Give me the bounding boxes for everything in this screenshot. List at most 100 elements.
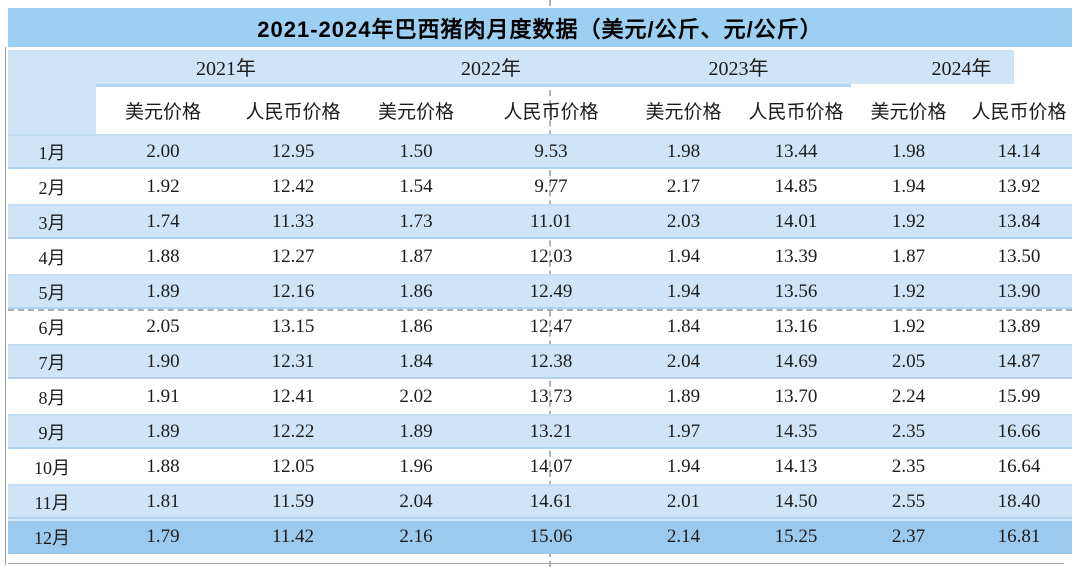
value-cell: 1.98 bbox=[626, 134, 741, 169]
value-cell: 1.74 bbox=[96, 204, 230, 239]
value-cell: 2.02 bbox=[399, 385, 433, 407]
value-cell: 1.81 bbox=[96, 484, 230, 519]
subheader-cny-2021: 人民币价格 bbox=[245, 101, 341, 123]
value-cell: 1.87 bbox=[891, 245, 926, 267]
value-cell: 1.89 bbox=[666, 385, 701, 407]
table-row: 9月 1.89 12.22 1.89 13.21 1.97 14.35 2.35 16.66 bbox=[8, 414, 1072, 449]
value-cell: 1.50 bbox=[356, 134, 476, 169]
value-cell: 12.41 bbox=[271, 385, 315, 407]
value-cell: 13.56 bbox=[741, 274, 851, 309]
value-cell: 13.21 bbox=[476, 414, 626, 449]
value-cell: 12.03 bbox=[529, 245, 573, 267]
month-cell: 7月 bbox=[8, 344, 96, 379]
value-cell: 13.90 bbox=[966, 274, 1072, 309]
month-cell: 10月 bbox=[34, 457, 70, 478]
value-cell: 1.90 bbox=[96, 344, 230, 379]
month-cell: 12月 bbox=[8, 519, 96, 554]
value-cell: 16.81 bbox=[966, 519, 1072, 554]
value-cell: 1.89 bbox=[356, 414, 476, 449]
value-cell: 2.05 bbox=[851, 344, 966, 379]
value-cell: 2.05 bbox=[146, 315, 180, 337]
table-row: 2月 1.92 12.42 1.54 9.77 2.17 14.85 1.94 13.92 bbox=[8, 169, 1072, 204]
table-row: 1月 2.00 12.95 1.50 9.53 1.98 13.44 1.98 14.14 bbox=[8, 134, 1072, 169]
value-cell: 1.54 bbox=[399, 175, 433, 197]
table-row: 11月 1.81 11.59 2.04 14.61 2.01 14.50 2.55 18.40 bbox=[8, 484, 1072, 519]
month-column-header-cell bbox=[8, 50, 96, 134]
value-cell: 2.35 bbox=[891, 455, 926, 477]
data-table: 2021年 2022年 2023年 2024年 美元价格 人民币价格 美元价格 … bbox=[8, 50, 1072, 554]
value-cell: 14.69 bbox=[741, 344, 851, 379]
page-title: 2021-2024年巴西猪肉月度数据（美元/公斤、元/公斤） bbox=[257, 16, 823, 42]
value-cell: 1.97 bbox=[626, 414, 741, 449]
month-cell: 4月 bbox=[38, 247, 66, 268]
month-cell: 11月 bbox=[8, 484, 96, 519]
value-cell: 13.15 bbox=[271, 315, 315, 337]
value-cell: 16.64 bbox=[997, 455, 1041, 477]
value-cell: 1.96 bbox=[399, 455, 433, 477]
value-cell: 2.35 bbox=[851, 414, 966, 449]
value-cell: 2.00 bbox=[96, 134, 230, 169]
value-cell: 1.84 bbox=[356, 344, 476, 379]
title-bar: 2021-2024年巴西猪肉月度数据（美元/公斤、元/公斤） bbox=[8, 8, 1072, 47]
value-cell: 15.06 bbox=[476, 519, 626, 554]
value-cell: 2.04 bbox=[356, 484, 476, 519]
value-cell: 14.50 bbox=[741, 484, 851, 519]
table-row: 12月 1.79 11.42 2.16 15.06 2.14 15.25 2.37 16.81 bbox=[8, 519, 1072, 554]
year-cell-2022: 2022年 bbox=[356, 50, 626, 87]
value-cell: 12.31 bbox=[230, 344, 356, 379]
subheader-usd-2023: 美元价格 bbox=[645, 101, 722, 123]
value-cell: 11.42 bbox=[230, 519, 356, 554]
subheader-usd-2021: 美元价格 bbox=[124, 101, 201, 123]
value-cell: 13.44 bbox=[741, 134, 851, 169]
value-cell: 2.14 bbox=[626, 519, 741, 554]
subheader-row: 美元价格 人民币价格 美元价格 人民币价格 美元价格 人民币价格 美元价格 人民… bbox=[8, 85, 1072, 134]
value-cell: 1.86 bbox=[399, 315, 433, 337]
value-cell: 1.94 bbox=[666, 455, 701, 477]
value-cell: 2.04 bbox=[626, 344, 741, 379]
value-cell: 1.92 bbox=[891, 315, 926, 337]
value-cell: 14.87 bbox=[966, 344, 1072, 379]
month-cell: 9月 bbox=[8, 414, 96, 449]
value-cell: 13.92 bbox=[997, 175, 1041, 197]
subheader-cny-2023: 人民币价格 bbox=[748, 101, 844, 123]
value-cell: 14.85 bbox=[774, 175, 818, 197]
value-cell: 1.94 bbox=[666, 245, 701, 267]
value-cell: 9.77 bbox=[534, 175, 568, 197]
value-cell: 1.79 bbox=[96, 519, 230, 554]
value-cell: 1.89 bbox=[96, 414, 230, 449]
value-cell: 13.73 bbox=[529, 385, 573, 407]
subheader-cny-2024: 人民币价格 bbox=[971, 101, 1067, 123]
value-cell: 13.39 bbox=[774, 245, 818, 267]
value-cell: 1.94 bbox=[891, 175, 926, 197]
value-cell: 1.98 bbox=[851, 134, 966, 169]
value-cell: 13.16 bbox=[774, 315, 818, 337]
table-row: 8月 1.91 12.41 2.02 13.73 1.89 13.70 2.24 15.99 bbox=[8, 379, 1072, 414]
subheader-cny-2022: 人民币价格 bbox=[503, 101, 599, 123]
value-cell: 13.89 bbox=[997, 315, 1041, 337]
value-cell: 1.89 bbox=[96, 274, 230, 309]
value-cell: 12.38 bbox=[476, 344, 626, 379]
value-cell: 14.13 bbox=[774, 455, 818, 477]
value-cell: 13.70 bbox=[774, 385, 818, 407]
table-row: 10月 1.88 12.05 1.96 14.07 1.94 14.13 2.35 16.64 bbox=[8, 449, 1072, 484]
value-cell: 12.95 bbox=[230, 134, 356, 169]
value-cell: 1.94 bbox=[626, 274, 741, 309]
value-cell: 12.49 bbox=[476, 274, 626, 309]
value-cell: 14.61 bbox=[476, 484, 626, 519]
year-cell-2024: 2024年 bbox=[851, 50, 1072, 85]
value-cell: 2.03 bbox=[626, 204, 741, 239]
value-cell: 1.87 bbox=[399, 245, 433, 267]
value-cell: 1.86 bbox=[356, 274, 476, 309]
table-row: 4月 1.88 12.27 1.87 12.03 1.94 13.39 1.87 13.50 bbox=[8, 239, 1072, 274]
value-cell: 1.92 bbox=[146, 175, 180, 197]
value-cell: 2.24 bbox=[891, 385, 926, 407]
value-cell: 12.22 bbox=[230, 414, 356, 449]
month-cell: 6月 bbox=[38, 317, 66, 338]
table-row: 7月 1.90 12.31 1.84 12.38 2.04 14.69 2.05 14.87 bbox=[8, 344, 1072, 379]
table-row: 3月 1.74 11.33 1.73 11.01 2.03 14.01 1.92 13.84 bbox=[8, 204, 1072, 239]
left-gridline bbox=[5, 47, 6, 565]
value-cell: 1.91 bbox=[146, 385, 180, 407]
month-cell: 3月 bbox=[8, 204, 96, 239]
year-cell-2023: 2023年 bbox=[626, 50, 851, 87]
